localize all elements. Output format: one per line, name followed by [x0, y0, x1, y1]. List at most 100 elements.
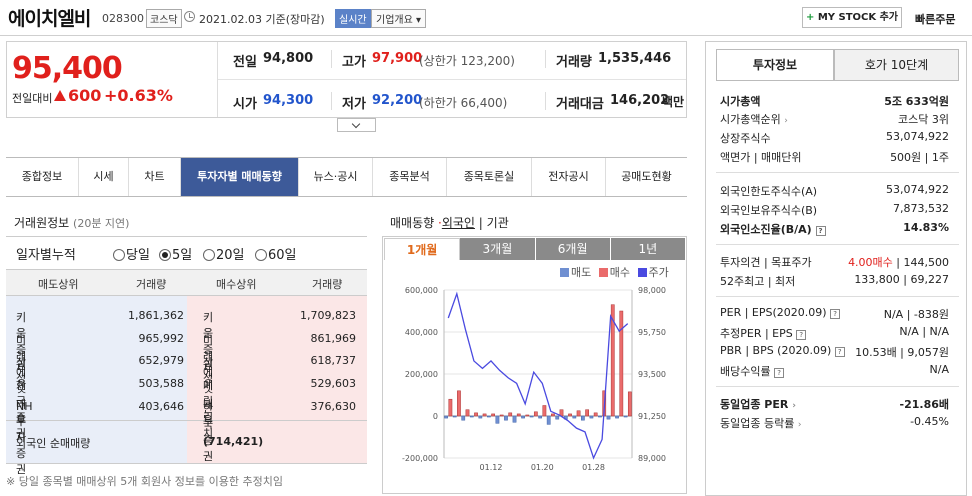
amount-unit: 백만	[662, 95, 685, 109]
period-tab-6m[interactable]: 6개월	[535, 238, 611, 260]
market-badge: 코스닥	[146, 9, 182, 28]
sell-bar	[512, 415, 517, 423]
market-cap-rank[interactable]: 시가총액순위 ›	[720, 111, 788, 127]
sell-broker: 키움증권	[16, 311, 27, 372]
left-tick-label: -200,000	[402, 454, 438, 463]
buy-bar	[465, 409, 470, 417]
radio-20day[interactable]: 20일	[203, 244, 245, 263]
sell-bar	[504, 415, 508, 421]
sell-bar	[529, 415, 534, 418]
tab-quote-10[interactable]: 호가 10단계	[834, 49, 959, 81]
sector-change-value: -0.45%	[910, 415, 949, 428]
foreign-row-bg	[187, 421, 367, 463]
help-icon[interactable]: ?	[774, 368, 785, 378]
sector-per[interactable]: 동일업종 PER ›	[720, 396, 796, 412]
open-label: 시가	[233, 97, 257, 112]
sell-bar	[538, 415, 543, 419]
realtime-badge[interactable]: 실시간	[335, 9, 371, 28]
chart-legend: 매도 매수 주가	[560, 264, 669, 280]
tab-discussion[interactable]: 종목토론실	[447, 158, 532, 196]
tab-analysis[interactable]: 종목분석	[373, 158, 447, 196]
radio-icon	[113, 249, 125, 261]
tab-short-selling[interactable]: 공매도현황	[621, 170, 672, 183]
period-tab-3m[interactable]: 3개월	[460, 238, 536, 260]
header-divider	[0, 35, 972, 36]
listed-shares-value: 53,074,922	[886, 130, 949, 143]
per-eps-label: PER | EPS(2020.09)	[720, 306, 827, 319]
foreign-ratio-label: 외국인소진율(B/A)	[720, 223, 812, 236]
footnote: ※ 당일 종목별 매매상위 5개 회원사 정보를 이용한 추정치임	[6, 475, 283, 488]
expand-quote-button[interactable]	[337, 118, 376, 132]
radio-icon	[203, 249, 215, 261]
tab-news[interactable]: 뉴스·공시	[299, 158, 373, 196]
period-tab-1m[interactable]: 1개월	[384, 238, 461, 260]
chart-title: 매매동향 ·외국인 | 기관	[390, 214, 509, 231]
period-tabs: 1개월 3개월 6개월 1년	[384, 238, 685, 260]
buy-bar	[542, 405, 547, 417]
radio-60day-label: 60일	[268, 248, 297, 263]
sell-volume: 403,646	[138, 400, 185, 413]
legend-sell-swatch	[560, 268, 569, 277]
clock-icon	[184, 11, 195, 22]
radio-today[interactable]: 당일	[113, 244, 150, 263]
buy-bar	[551, 413, 555, 417]
high-low-52w-value: 133,800 | 69,227	[854, 273, 949, 286]
prev-close-value: 94,800	[263, 51, 314, 66]
legend-price: 주가	[648, 266, 669, 279]
left-tick-label: 200,000	[405, 370, 438, 379]
foreign-holding-value: 7,873,532	[893, 202, 949, 215]
mystock-add-label: MY STOCK 추가	[817, 12, 899, 23]
sector-per-value: -21.86배	[899, 398, 949, 411]
opinion-rating: 4.00매수	[848, 256, 893, 269]
tab-disclosure[interactable]: 전자공시	[532, 158, 606, 196]
sell-bar	[623, 415, 628, 418]
radio-5day[interactable]: 5일	[159, 244, 192, 263]
filter-foreign[interactable]: 외국인	[441, 216, 475, 230]
tab-invest-info[interactable]: 투자정보	[716, 49, 834, 81]
change-rate: +0.63%	[104, 86, 173, 105]
right-tick-label: 91,250	[638, 412, 666, 421]
buy-bar	[457, 390, 461, 417]
mystock-add-button[interactable]: + MY STOCK 추가	[802, 7, 902, 28]
info-divider	[716, 386, 959, 387]
prev-close-label: 전일	[233, 55, 257, 70]
opinion-value: 4.00매수 | 144,500	[848, 256, 949, 269]
radio-60day[interactable]: 60일	[255, 244, 297, 263]
legend-sell: 매도	[571, 266, 592, 279]
foreign-net-label: 외국인 순매매량	[16, 437, 91, 450]
sector-change[interactable]: 동일업종 등락률 ›	[720, 415, 801, 431]
buy-volume: 376,630	[310, 400, 357, 413]
sell-volume: 503,588	[138, 377, 185, 390]
market-cap-rank-value: 코스닥 3위	[898, 113, 949, 126]
sell-bar	[615, 415, 619, 419]
filter-institution[interactable]: 기관	[486, 216, 509, 230]
change-value: 600	[68, 86, 102, 105]
tab-price[interactable]: 시세	[79, 158, 129, 196]
sector-change-label: 동일업종 등락률	[720, 417, 795, 430]
broker-delay: (20분 지연)	[73, 217, 130, 230]
buy-bar	[491, 413, 495, 417]
tab-chart[interactable]: 차트	[129, 158, 181, 196]
help-icon[interactable]: ?	[834, 347, 845, 357]
chart-box	[382, 236, 687, 494]
help-icon[interactable]: ?	[796, 330, 807, 340]
company-overview-button[interactable]: 기업개요 ▾	[371, 9, 427, 28]
tab-investor-trading[interactable]: 투자자별 매매동향	[181, 158, 299, 196]
info-divider	[716, 172, 959, 173]
quick-order-button[interactable]: 빠른주문	[915, 13, 956, 26]
price-divider	[217, 42, 218, 117]
high-label: 고가	[342, 55, 366, 70]
help-icon[interactable]: ?	[830, 309, 841, 319]
price-line	[447, 291, 629, 460]
buy-broker-foreign: 메릴린치	[203, 379, 214, 440]
header-buy-top: 매수상위	[216, 278, 257, 291]
foreign-net-value: (714,421)	[203, 435, 264, 448]
buy-bar	[593, 412, 598, 417]
sell-bar	[444, 415, 449, 419]
quote-separator	[545, 92, 546, 110]
stock-code: 028300	[102, 12, 144, 25]
help-icon[interactable]: ?	[815, 226, 826, 236]
tab-overview[interactable]: 종합정보	[6, 158, 79, 196]
current-price: 95,400	[12, 51, 123, 86]
period-tab-1y[interactable]: 1년	[610, 238, 685, 260]
